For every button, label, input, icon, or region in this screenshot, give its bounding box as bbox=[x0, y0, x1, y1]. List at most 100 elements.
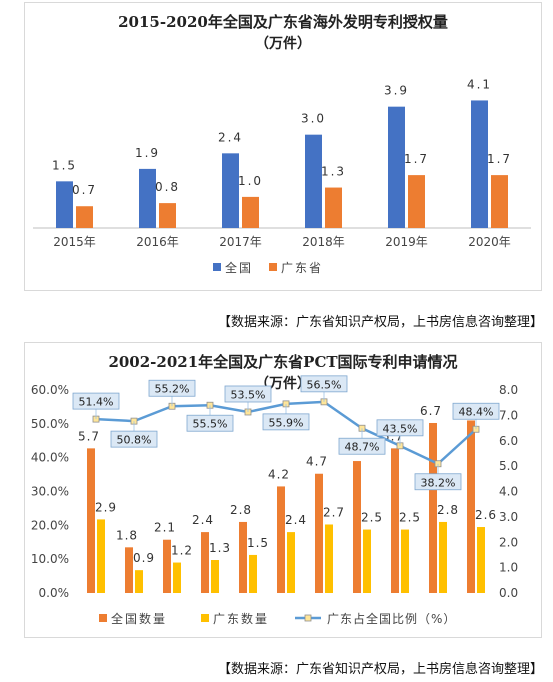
chart1-x-tick-label: 2020年 bbox=[468, 235, 511, 249]
chart2-bar-data-label: 2.1 bbox=[154, 521, 176, 535]
chart2-ratio-label: 48.4% bbox=[459, 406, 494, 419]
chart2-y-left-tick: 20.0% bbox=[31, 518, 69, 532]
chart2-bar-guangdong bbox=[173, 562, 181, 593]
chart2-bar-data-label: 1.8 bbox=[116, 528, 138, 542]
chart1-bar-national bbox=[388, 106, 405, 228]
chart2-y-right-tick: 6.0 bbox=[499, 434, 518, 448]
chart2-bar-data-label: 6.7 bbox=[420, 404, 442, 418]
chart2-y-left-tick: 40.0% bbox=[31, 451, 69, 465]
chart1-data-label: 3.0 bbox=[301, 112, 326, 126]
chart2-y-right-tick: 2.0 bbox=[499, 535, 518, 549]
chart2-bar-guangdong bbox=[325, 524, 333, 593]
chart2-bar-data-label: 5.7 bbox=[78, 429, 100, 443]
chart1-legend-swatch bbox=[269, 263, 277, 271]
chart1-data-label: 1.9 bbox=[135, 146, 160, 160]
chart2-ratio-label-box bbox=[338, 437, 386, 455]
chart1-title: 2015-2020年全国及广东省海外发明专利授权量 bbox=[118, 13, 448, 31]
chart2-ratio-label-box bbox=[376, 419, 424, 437]
chart2-ratio-label-box bbox=[72, 392, 120, 410]
chart2-bar-data-label: 2.4 bbox=[192, 513, 214, 527]
chart2-bar-guangdong bbox=[363, 529, 371, 593]
chart2-y-right-tick: 0.0 bbox=[499, 586, 518, 600]
chart2-ratio-label-box bbox=[186, 414, 234, 432]
chart2-y-left-tick: 30.0% bbox=[31, 485, 69, 499]
chart1-data-label: 3.9 bbox=[384, 84, 409, 98]
chart2-ratio-label: 55.2% bbox=[155, 383, 190, 396]
chart2-bar-data-label: 2.7 bbox=[323, 505, 345, 519]
source-note-1: 【数据来源：广东省知识产权局，上书房信息咨询整理】 bbox=[217, 315, 543, 330]
chart2-bar-guangdong bbox=[97, 519, 105, 593]
chart2-y-left-tick: 50.0% bbox=[31, 417, 69, 431]
chart1-bar-national bbox=[56, 181, 73, 228]
chart2-bar-guangdong bbox=[401, 529, 409, 593]
chart2-bar-data-label: 1.2 bbox=[171, 544, 193, 558]
chart1-bar-guangdong bbox=[408, 175, 425, 228]
chart2-legend-swatch bbox=[201, 614, 209, 622]
chart1-bar-guangdong bbox=[242, 196, 259, 228]
chart2-bar-national bbox=[163, 539, 171, 593]
chart2-bar-data-label: 2.5 bbox=[361, 511, 383, 525]
chart2-title: 2002-2021年全国及广东省PCT国际专利申请情况 bbox=[108, 353, 458, 371]
chart2-ratio-label: 38.2% bbox=[421, 476, 456, 489]
chart2-bar-guangdong bbox=[249, 554, 257, 593]
chart1-x-tick-label: 2018年 bbox=[302, 235, 345, 249]
chart2-bar-data-label: 4.2 bbox=[268, 467, 290, 481]
chart2-ratio-label: 48.7% bbox=[345, 441, 380, 454]
chart2-ratio-label: 50.8% bbox=[117, 434, 152, 447]
chart1-data-label: 0.7 bbox=[72, 183, 97, 197]
chart2-bar-national bbox=[87, 448, 95, 593]
chart2-bar-national bbox=[201, 532, 209, 593]
chart2-bar-data-label: 2.8 bbox=[230, 503, 252, 517]
chart1-legend-label: 广东省 bbox=[281, 261, 323, 275]
chart1-data-label: 0.8 bbox=[155, 180, 180, 194]
chart2-ratio-label: 51.4% bbox=[79, 396, 114, 409]
chart2-legend-label: 全国数量 bbox=[111, 611, 167, 626]
chart2-y-right-tick: 1.0 bbox=[499, 561, 518, 575]
chart2-bar-national bbox=[239, 521, 247, 593]
chart2-bar-data-label: 1.5 bbox=[247, 536, 269, 550]
chart2-bar-national bbox=[429, 422, 437, 593]
chart2-ratio-label: 43.5% bbox=[383, 422, 418, 435]
chart2-bar-national bbox=[315, 473, 323, 593]
chart2-bar-guangdong bbox=[211, 560, 219, 593]
chart-panel-patent-grants: 2015-2020年全国及广东省海外发明专利授权量 （万件） 1.5 0.7 201… bbox=[24, 2, 542, 291]
chart1-data-label: 1.0 bbox=[238, 174, 263, 188]
chart2-bar-data-label: 1.3 bbox=[209, 541, 231, 555]
chart2-svg: 0.0% 10.0% 20.0% 30.0% 40.0% 50.0% 60.0% 0.0 1.0… bbox=[31, 375, 518, 626]
chart2-ratio-label-box bbox=[224, 385, 272, 403]
chart1-bar-guangdong bbox=[159, 203, 176, 228]
chart1-bar-national bbox=[471, 100, 488, 228]
chart2-y-left-tick: 10.0% bbox=[31, 552, 69, 566]
chart2-bar-data-label: 2.8 bbox=[437, 503, 459, 517]
chart2-y-right-tick: 8.0 bbox=[499, 383, 518, 397]
chart1-bar-national bbox=[305, 134, 322, 228]
chart2-bar-data-label: 0.9 bbox=[133, 551, 155, 565]
chart2-ratio-label-box bbox=[110, 430, 158, 448]
chart1-bar-national bbox=[222, 153, 239, 228]
chart2-legend-label: 广东占全国比例（%） bbox=[327, 611, 456, 626]
chart1-bar-national bbox=[139, 168, 156, 228]
chart2-bar-national bbox=[277, 486, 285, 593]
chart1-bar-guangdong bbox=[491, 175, 508, 228]
chart2-y-left-tick: 60.0% bbox=[31, 383, 69, 397]
source-note-2: 【数据来源：广东省知识产权局，上书房信息咨询整理】 bbox=[217, 662, 543, 677]
chart2-bar-guangdong bbox=[477, 527, 485, 593]
chart1-data-label: 1.5 bbox=[52, 158, 77, 172]
chart2-bar-guangdong bbox=[287, 532, 295, 593]
chart2-bar-national bbox=[125, 547, 133, 593]
chart1-data-label: 4.1 bbox=[467, 77, 492, 91]
chart2-y-right-tick: 5.0 bbox=[499, 459, 518, 473]
chart2-bar-national bbox=[467, 420, 475, 593]
chart2-bar-national bbox=[353, 461, 361, 593]
chart2-bar-data-label: 2.6 bbox=[475, 508, 497, 522]
chart2-ratio-label-box bbox=[414, 473, 462, 491]
chart2-bar-data-label: 2.9 bbox=[95, 500, 117, 514]
chart1-svg: 1.5 0.7 2015年 1.9 0.8 2016年 2.4 1.0 2017年 3.0 1.3 2… bbox=[33, 77, 531, 275]
chart1-bar-guangdong bbox=[325, 187, 342, 228]
chart2-ratio-label: 55.5% bbox=[193, 418, 228, 431]
chart2-bar-guangdong bbox=[439, 521, 447, 593]
chart2-y-right-tick: 4.0 bbox=[499, 485, 518, 499]
chart2-ratio-label-box bbox=[262, 413, 310, 431]
chart1-data-label: 1.3 bbox=[321, 165, 346, 179]
chart2-y-right-tick: 7.0 bbox=[499, 408, 518, 422]
